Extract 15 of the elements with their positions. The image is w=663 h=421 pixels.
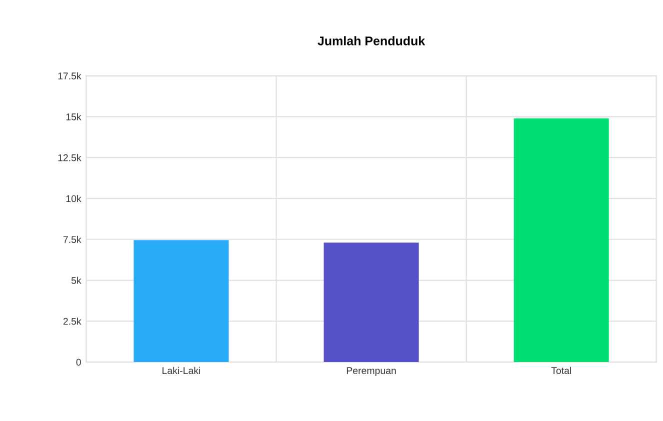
y-tick-label: 5k xyxy=(71,276,82,284)
bar xyxy=(514,118,609,362)
x-tick-label: Total xyxy=(551,366,571,374)
chart-title: Jumlah Penduduk xyxy=(318,36,426,46)
y-tick-label: 0 xyxy=(76,358,81,366)
x-tick-label: Perempuan xyxy=(346,367,396,376)
y-tick-label: 2.5k xyxy=(63,318,82,325)
y-tick-label: 17.5k xyxy=(58,72,82,80)
y-tick-label: 10k xyxy=(66,194,82,202)
x-tick-label: Laki-Laki xyxy=(162,366,200,374)
bar xyxy=(134,240,229,362)
y-tick-label: 7.5k xyxy=(63,236,82,243)
y-tick-label: 15k xyxy=(66,113,82,120)
bar xyxy=(324,242,419,362)
y-tick-label: 12.5k xyxy=(58,154,82,162)
